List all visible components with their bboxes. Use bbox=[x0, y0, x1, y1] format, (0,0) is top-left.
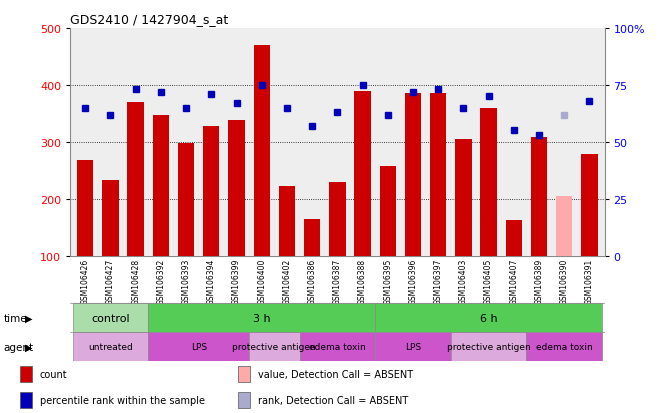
Text: edema toxin: edema toxin bbox=[309, 342, 365, 351]
Bar bbox=[329, 182, 345, 256]
Text: GSM106387: GSM106387 bbox=[333, 259, 342, 304]
Text: GSM106428: GSM106428 bbox=[131, 259, 140, 304]
Text: edema toxin: edema toxin bbox=[536, 342, 593, 351]
Bar bbox=[148, 332, 249, 361]
Text: GSM106386: GSM106386 bbox=[308, 259, 317, 304]
Bar bbox=[102, 180, 119, 256]
Text: untreated: untreated bbox=[88, 342, 133, 351]
Text: GSM106391: GSM106391 bbox=[585, 259, 594, 304]
Text: ▶: ▶ bbox=[25, 342, 33, 352]
Bar bbox=[354, 91, 371, 256]
Text: agent: agent bbox=[3, 342, 33, 352]
Bar bbox=[526, 332, 602, 361]
Bar bbox=[73, 304, 148, 332]
Text: count: count bbox=[40, 369, 67, 379]
Bar bbox=[249, 332, 299, 361]
Bar bbox=[531, 138, 547, 256]
Text: GSM106403: GSM106403 bbox=[459, 259, 468, 305]
Bar bbox=[299, 332, 375, 361]
Text: GSM106397: GSM106397 bbox=[434, 259, 443, 305]
Text: control: control bbox=[91, 313, 130, 323]
Text: 3 h: 3 h bbox=[253, 313, 271, 323]
Text: protective antigen: protective antigen bbox=[447, 342, 530, 351]
Text: GSM106427: GSM106427 bbox=[106, 259, 115, 304]
Bar bbox=[238, 367, 250, 382]
Bar bbox=[430, 94, 446, 256]
Bar bbox=[375, 332, 451, 361]
Text: GSM106399: GSM106399 bbox=[232, 259, 241, 305]
Bar bbox=[77, 161, 94, 256]
Text: GSM106389: GSM106389 bbox=[534, 259, 544, 304]
Bar bbox=[451, 332, 526, 361]
Bar bbox=[178, 144, 194, 256]
Bar bbox=[153, 115, 169, 256]
Text: GSM106405: GSM106405 bbox=[484, 259, 493, 305]
Bar bbox=[73, 332, 148, 361]
Bar bbox=[203, 126, 220, 256]
Bar bbox=[304, 219, 321, 256]
Text: GSM106395: GSM106395 bbox=[383, 259, 392, 305]
Text: 6 h: 6 h bbox=[480, 313, 498, 323]
Bar bbox=[20, 392, 32, 408]
Bar bbox=[556, 197, 572, 256]
Text: value, Detection Call = ABSENT: value, Detection Call = ABSENT bbox=[258, 369, 413, 379]
Text: GSM106393: GSM106393 bbox=[182, 259, 190, 305]
Bar bbox=[455, 140, 472, 256]
Bar bbox=[379, 166, 396, 256]
Text: GSM106402: GSM106402 bbox=[283, 259, 291, 304]
Text: GSM106426: GSM106426 bbox=[81, 259, 90, 304]
Text: GSM106388: GSM106388 bbox=[358, 259, 367, 304]
Bar bbox=[581, 155, 598, 256]
Bar bbox=[254, 46, 270, 256]
Text: protective antigen: protective antigen bbox=[232, 342, 316, 351]
Bar bbox=[506, 220, 522, 256]
Bar bbox=[405, 94, 421, 256]
Text: GSM106392: GSM106392 bbox=[156, 259, 166, 304]
Text: GSM106390: GSM106390 bbox=[560, 259, 568, 305]
Text: GSM106394: GSM106394 bbox=[207, 259, 216, 305]
Text: LPS: LPS bbox=[405, 342, 421, 351]
Bar bbox=[279, 187, 295, 256]
Bar bbox=[480, 108, 497, 256]
Text: GSM106396: GSM106396 bbox=[408, 259, 418, 305]
Text: ▶: ▶ bbox=[25, 313, 33, 323]
Text: percentile rank within the sample: percentile rank within the sample bbox=[40, 395, 205, 405]
Bar bbox=[20, 367, 32, 382]
Bar bbox=[128, 103, 144, 256]
Text: GSM106400: GSM106400 bbox=[257, 259, 267, 305]
Text: LPS: LPS bbox=[190, 342, 207, 351]
Bar bbox=[148, 304, 375, 332]
Text: time: time bbox=[3, 313, 27, 323]
Text: GSM106407: GSM106407 bbox=[509, 259, 518, 305]
Bar bbox=[228, 121, 244, 256]
Bar bbox=[375, 304, 602, 332]
Text: GDS2410 / 1427904_s_at: GDS2410 / 1427904_s_at bbox=[70, 13, 228, 26]
Text: rank, Detection Call = ABSENT: rank, Detection Call = ABSENT bbox=[258, 395, 408, 405]
Bar bbox=[238, 392, 250, 408]
